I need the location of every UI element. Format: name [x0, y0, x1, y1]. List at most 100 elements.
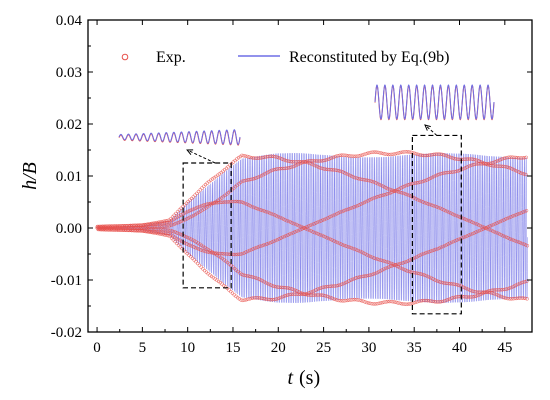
exp-point	[257, 277, 261, 281]
exp-point	[214, 251, 219, 255]
exp-point	[516, 240, 521, 244]
exp-point	[354, 248, 359, 252]
exp-point	[418, 153, 422, 157]
exp-point	[513, 296, 517, 301]
exp-point	[479, 228, 484, 232]
exp-point	[457, 294, 461, 299]
exp-point	[247, 155, 251, 159]
exp-point	[518, 171, 523, 175]
exp-point	[399, 186, 403, 190]
exp-point	[267, 211, 272, 215]
tick-layer: 0 5 10 15 20 25 30 35 40 45 -0.02 -0.01 0.00 0.01 0.02…	[51, 13, 532, 356]
exp-point	[259, 156, 263, 160]
exp-point	[386, 260, 390, 264]
exp-point	[341, 170, 345, 174]
exp-point	[228, 252, 233, 257]
exp-point	[306, 224, 311, 228]
exp-point	[502, 296, 507, 300]
exp-point	[262, 209, 267, 213]
exp-point	[259, 173, 264, 178]
exp-point	[214, 199, 218, 204]
exp-point	[200, 208, 205, 212]
exp-point	[324, 294, 329, 298]
exp-point	[423, 251, 428, 255]
exp-point	[176, 220, 180, 225]
exp-point	[495, 288, 499, 292]
exp-point	[256, 175, 260, 180]
exp-point	[516, 296, 521, 300]
exp-point	[274, 297, 278, 301]
y-tick-label: 0.02	[56, 117, 82, 133]
exp-point	[253, 276, 258, 280]
exp-point	[383, 152, 387, 156]
exp-point	[519, 281, 524, 285]
exp-point	[310, 222, 314, 227]
exp-point	[190, 244, 194, 249]
exp-point	[465, 295, 470, 299]
exp-point	[374, 195, 379, 199]
exp-point	[372, 256, 376, 260]
exp-point	[356, 298, 360, 302]
exp-point	[326, 236, 331, 241]
exp-point	[463, 234, 468, 239]
exp-point	[419, 153, 424, 157]
exp-point	[429, 299, 433, 303]
exp-point	[280, 216, 284, 221]
exp-point	[246, 274, 251, 278]
exp-point	[282, 166, 286, 171]
exp-point	[161, 227, 165, 232]
exp-point	[257, 156, 262, 160]
exp-point	[470, 157, 474, 161]
exp-point	[449, 155, 453, 160]
exp-point	[351, 154, 356, 159]
exp-point	[356, 176, 361, 181]
exp-point	[502, 218, 506, 222]
exp-point	[523, 296, 528, 301]
exp-point	[297, 224, 301, 228]
exp-point	[520, 171, 525, 176]
exp-point	[353, 175, 357, 180]
exp-point	[429, 276, 434, 280]
exp-point	[385, 299, 390, 304]
exp-point	[478, 159, 483, 164]
exp-point	[254, 245, 259, 250]
exp-point	[325, 167, 330, 172]
exp-point	[450, 282, 455, 286]
exp-point	[521, 210, 525, 214]
exp-point	[450, 296, 454, 300]
exp-point	[487, 227, 491, 232]
exp-point	[408, 302, 412, 306]
exp-point	[242, 179, 246, 183]
exp-point	[187, 209, 192, 213]
exp-point	[371, 302, 376, 306]
exp-point	[343, 153, 347, 158]
exp-point	[291, 287, 296, 292]
exp-point	[469, 220, 474, 224]
exp-point	[514, 155, 518, 160]
exp-point	[251, 247, 255, 251]
exp-point	[447, 210, 451, 215]
exp-point	[165, 224, 170, 228]
exp-point	[202, 249, 207, 253]
exp-point	[318, 166, 323, 170]
exp-point	[347, 298, 352, 302]
exp-point	[314, 293, 319, 297]
exp-point	[323, 293, 327, 298]
exp-point	[318, 232, 322, 237]
exp-point	[514, 213, 518, 217]
exp-point	[450, 212, 455, 216]
exp-point	[417, 299, 421, 304]
exp-point	[244, 178, 248, 183]
exp-point	[251, 296, 256, 300]
exp-point	[438, 152, 443, 156]
exp-point	[353, 204, 358, 209]
exp-point	[520, 156, 525, 160]
exp-point	[524, 208, 529, 213]
exp-point	[339, 169, 343, 174]
exp-point	[386, 187, 390, 191]
exp-point	[427, 177, 431, 181]
exp-point	[266, 210, 270, 215]
exp-point	[233, 199, 237, 204]
exp-point	[319, 219, 323, 223]
exp-point	[352, 276, 357, 281]
